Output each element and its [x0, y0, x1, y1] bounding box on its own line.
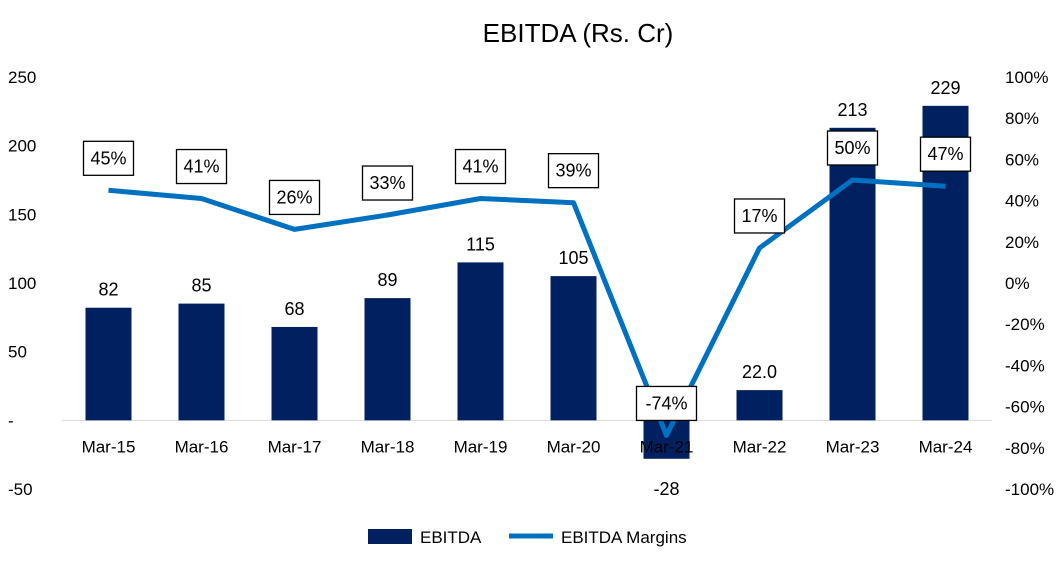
margin-label-box: 41% — [175, 148, 228, 185]
bar-data-label: 82 — [98, 280, 118, 300]
bar-ebitda-mar-17 — [271, 326, 318, 421]
bar-ebitda-mar-16 — [178, 303, 225, 421]
legend-swatch-ebitda — [368, 529, 412, 544]
margin-data-label: 41% — [183, 157, 219, 177]
bar-ebitda-mar-21 — [643, 420, 690, 459]
left-axis-tick-label: 100 — [8, 274, 36, 293]
category-label: Mar-19 — [454, 437, 508, 456]
right-axis-tick-label: 0% — [1005, 274, 1030, 293]
margin-data-label: -74% — [645, 393, 687, 413]
right-axis-tick-label: -80% — [1005, 439, 1045, 458]
left-axis-tick-label: - — [8, 411, 14, 430]
legend-label-ebitda-margins: EBITDA Margins — [561, 528, 687, 547]
left-axis: 250 200 150 100 50 - -50 — [8, 68, 36, 499]
margin-label-box: -74% — [635, 385, 698, 422]
margin-data-label: 26% — [276, 187, 312, 207]
margin-label-frame — [547, 153, 600, 189]
right-axis-tick-label: 60% — [1005, 150, 1039, 169]
margin-data-label: 33% — [369, 173, 405, 193]
right-axis-tick-label: 20% — [1005, 233, 1039, 252]
right-axis-tick-label: -60% — [1005, 398, 1045, 417]
margin-data-label: 41% — [462, 157, 498, 177]
margin-label-frame — [919, 136, 972, 172]
bar-data-label: 105 — [558, 248, 588, 268]
left-axis-tick-label: 200 — [8, 137, 36, 156]
left-axis-tick-label: -50 — [8, 480, 33, 499]
category-label: Mar-21 — [640, 437, 694, 456]
margin-line-series — [108, 177, 946, 438]
margin-label-box: 41% — [454, 148, 507, 185]
margin-label-frame — [175, 148, 228, 185]
bar-ebitda-mar-20 — [550, 276, 597, 421]
margin-label-frame — [268, 179, 321, 216]
right-axis-tick-label: -100% — [1005, 480, 1054, 499]
right-axis: 100% 80% 60% 40% 20% 0% -20% -40% -60% -80% -100% — [1005, 68, 1054, 499]
bar-data-label: 213 — [837, 100, 867, 120]
bar-data-label: 85 — [191, 276, 211, 296]
margin-label-frame — [826, 130, 879, 166]
margin-label-box: 47% — [919, 136, 972, 172]
legend-label-ebitda: EBITDA — [420, 528, 482, 547]
margin-label-box: 17% — [733, 198, 786, 234]
margin-label-frame — [635, 385, 698, 422]
bar-data-label: 229 — [930, 78, 960, 98]
margin-label-frame — [454, 148, 507, 185]
left-axis-tick-label: 150 — [8, 205, 36, 224]
margin-label-box: 45% — [82, 140, 135, 176]
category-label: Mar-16 — [175, 437, 229, 456]
right-axis-tick-label: 40% — [1005, 192, 1039, 211]
category-label: Mar-24 — [919, 437, 973, 456]
margin-label-box: 26% — [268, 179, 321, 216]
bar-data-label: 89 — [377, 270, 397, 290]
margin-label-frame — [361, 165, 414, 201]
chart-title: EBITDA (Rs. Cr) — [483, 18, 674, 48]
legend: EBITDA EBITDA Margins — [368, 528, 687, 547]
margin-data-label: 47% — [927, 144, 963, 164]
margin-label-box: 50% — [826, 130, 879, 166]
right-axis-tick-label: 100% — [1005, 68, 1048, 87]
margin-label-frame — [733, 198, 786, 234]
left-axis-tick-label: 250 — [8, 68, 36, 87]
margin-label-box: 33% — [361, 165, 414, 201]
margin-label-box: 39% — [547, 153, 600, 189]
right-axis-tick-label: 80% — [1005, 109, 1039, 128]
bar-ebitda-mar-18 — [364, 298, 411, 421]
bar-ebitda-mar-23 — [829, 127, 876, 421]
bar-data-labels: 82 85 68 89 115 105 -28 22.0 213 229 — [98, 78, 960, 499]
margin-data-label: 39% — [555, 161, 591, 181]
margin-data-label: 45% — [90, 148, 126, 168]
bar-data-label: 68 — [284, 299, 304, 319]
right-axis-tick-label: -40% — [1005, 356, 1045, 375]
category-label: Mar-23 — [826, 437, 880, 456]
margin-data-labels: 45% 41% 26% 33% 41% 39% -74% 17% 50% 47% — [82, 130, 972, 422]
bar-ebitda-mar-19 — [457, 262, 504, 421]
bar-data-label: -28 — [653, 479, 679, 499]
category-label: Mar-20 — [547, 437, 601, 456]
bar-data-label: 115 — [466, 234, 495, 254]
category-label: Mar-15 — [82, 437, 136, 456]
category-label: Mar-22 — [733, 437, 787, 456]
margin-label-frame — [82, 140, 135, 176]
bar-data-label: 22.0 — [742, 362, 777, 382]
bar-ebitda-mar-22 — [736, 390, 783, 421]
category-label: Mar-17 — [268, 437, 322, 456]
left-axis-tick-label: 50 — [8, 343, 27, 362]
margin-data-label: 17% — [741, 206, 777, 226]
margin-data-label: 50% — [834, 138, 870, 158]
right-axis-tick-label: -20% — [1005, 315, 1045, 334]
bar-ebitda-mar-15 — [85, 307, 132, 421]
category-axis: Mar-15 Mar-16 Mar-17 Mar-18 Mar-19 Mar-20 Mar-… — [82, 437, 973, 456]
category-label: Mar-18 — [361, 437, 415, 456]
